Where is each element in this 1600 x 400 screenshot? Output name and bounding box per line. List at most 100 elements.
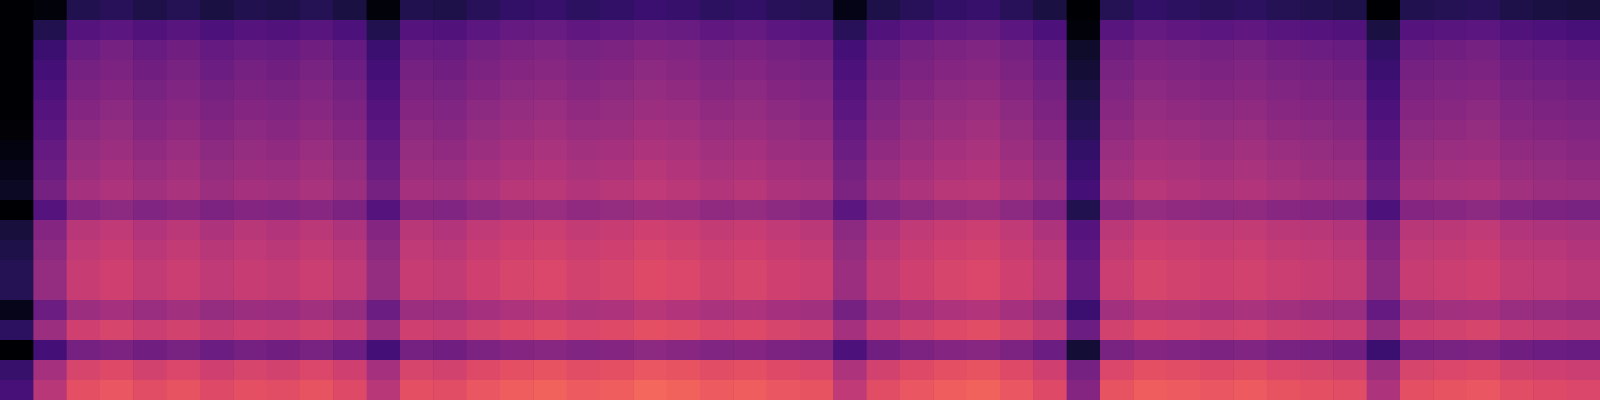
heatmap-cell (1033, 220, 1067, 241)
heatmap-cell (1533, 80, 1567, 101)
heatmap-cell (1067, 380, 1101, 400)
heatmap-cell (1233, 180, 1267, 201)
heatmap-cell (633, 220, 667, 241)
heatmap-cell (233, 380, 267, 400)
heatmap-cell (433, 320, 467, 341)
heatmap-cell (1500, 320, 1534, 341)
heatmap-cell (1533, 260, 1567, 281)
heatmap-cell (333, 260, 367, 281)
heatmap-cell (1033, 100, 1067, 121)
heatmap-cell (1300, 0, 1334, 21)
heatmap-cell (100, 160, 134, 181)
heatmap-cell (533, 160, 567, 181)
heatmap-cell (633, 60, 667, 81)
heatmap-cell (567, 200, 601, 221)
heatmap-cell (933, 340, 967, 361)
heatmap-cell (967, 300, 1001, 321)
heatmap-cell (1000, 100, 1034, 121)
heatmap-cell (233, 120, 267, 141)
heatmap-cell (833, 40, 867, 61)
heatmap-cell (167, 140, 201, 161)
heatmap-cell (133, 180, 167, 201)
heatmap-cell (1133, 0, 1167, 21)
heatmap-cell (600, 40, 634, 61)
heatmap-cell (233, 260, 267, 281)
heatmap-cell (633, 180, 667, 201)
heatmap-cell (833, 200, 867, 221)
heatmap-cell (100, 40, 134, 61)
heatmap-cell (867, 60, 901, 81)
heatmap-cell (567, 220, 601, 241)
heatmap-cell (200, 100, 234, 121)
heatmap-cell (167, 100, 201, 121)
heatmap-cell (567, 280, 601, 301)
heatmap-cell (533, 200, 567, 221)
heatmap-cell (533, 100, 567, 121)
heatmap-cell (1333, 360, 1367, 381)
heatmap-cell (1167, 20, 1201, 41)
heatmap-cell (1367, 20, 1401, 41)
heatmap-cell (1533, 180, 1567, 201)
heatmap-cell (800, 160, 834, 181)
heatmap-cell (1533, 120, 1567, 141)
heatmap-cell (467, 240, 501, 261)
heatmap-cell (1233, 120, 1267, 141)
heatmap-cell (767, 80, 801, 101)
heatmap-cell (367, 340, 401, 361)
heatmap-cell (67, 80, 101, 101)
heatmap-cell (100, 300, 134, 321)
heatmap-cell (1300, 100, 1334, 121)
heatmap-cell (467, 260, 501, 281)
heatmap-cell (67, 280, 101, 301)
heatmap-cell (500, 120, 534, 141)
heatmap-cell (733, 220, 767, 241)
heatmap-cell (1500, 60, 1534, 81)
heatmap-cell (233, 60, 267, 81)
heatmap-cell (1267, 340, 1301, 361)
heatmap-cell (667, 360, 701, 381)
heatmap-cell (1100, 60, 1134, 81)
heatmap-cell (400, 200, 434, 221)
heatmap-cell (433, 40, 467, 61)
heatmap-cell (333, 80, 367, 101)
heatmap-cell (1533, 340, 1567, 361)
heatmap-cell (333, 300, 367, 321)
heatmap-cell (567, 160, 601, 181)
heatmap-cell (900, 240, 934, 261)
heatmap-cell (233, 240, 267, 261)
heatmap-cell (1033, 300, 1067, 321)
heatmap-cell (1433, 380, 1467, 400)
heatmap-cell (1567, 280, 1600, 301)
heatmap-cell (1267, 100, 1301, 121)
heatmap-cell (100, 260, 134, 281)
heatmap-cell (1200, 240, 1234, 261)
heatmap-cell (300, 0, 334, 21)
heatmap-cell (0, 280, 34, 301)
heatmap-cell (1233, 40, 1267, 61)
heatmap-cell (1300, 60, 1334, 81)
heatmap-cell (1267, 280, 1301, 301)
chart (0, 0, 1600, 400)
heatmap-cell (900, 0, 934, 21)
heatmap-cell (0, 0, 34, 21)
heatmap-cell (633, 140, 667, 161)
heatmap-cell (400, 280, 434, 301)
heatmap-cell (0, 20, 34, 41)
heatmap-cell (1200, 200, 1234, 221)
heatmap-cell (833, 180, 867, 201)
heatmap-cell (700, 120, 734, 141)
heatmap-cell (333, 60, 367, 81)
heatmap-cell (700, 220, 734, 241)
heatmap-cell (267, 100, 301, 121)
heatmap-cell (1567, 0, 1600, 21)
heatmap-cell (200, 260, 234, 281)
heatmap-cell (33, 140, 67, 161)
heatmap-cell (500, 380, 534, 400)
heatmap-cell (633, 380, 667, 400)
heatmap-cell (967, 20, 1001, 41)
heatmap-cell (1400, 300, 1434, 321)
heatmap-cell (133, 100, 167, 121)
heatmap-cell (967, 120, 1001, 141)
heatmap-cell (933, 60, 967, 81)
heatmap-cell (733, 380, 767, 400)
